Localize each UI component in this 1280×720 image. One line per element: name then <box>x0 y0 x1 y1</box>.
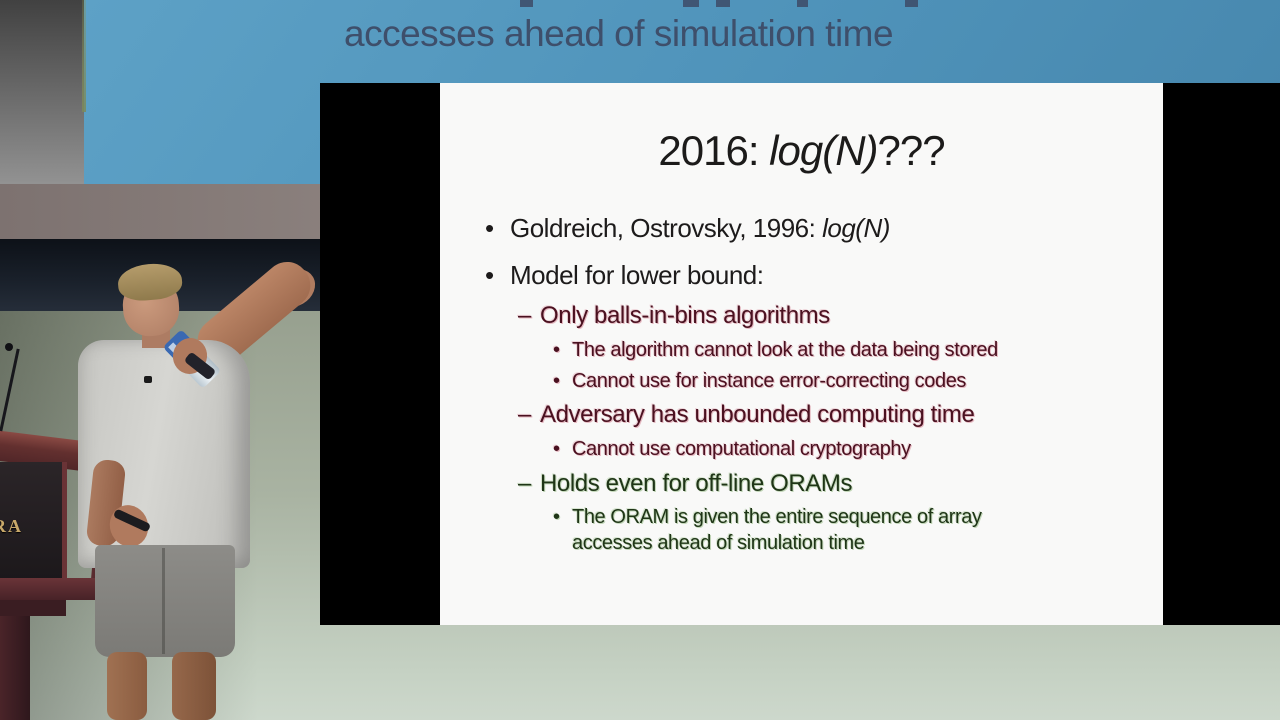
lavalier-mic-clip <box>144 376 152 383</box>
bullet-marker: • <box>553 339 560 361</box>
speaker-leg <box>172 652 216 720</box>
lectern-molding <box>0 578 100 600</box>
bullet-text: The algorithm cannot look at the data be… <box>572 339 998 361</box>
bullet-line: • Cannot use for instance error-correcti… <box>440 368 1163 394</box>
bullet-marker: • <box>553 370 560 392</box>
projected-slide-text: accesses ahead of simulation time <box>344 13 894 54</box>
shorts-crease <box>162 548 165 654</box>
microphone-head <box>5 343 13 351</box>
bullet-line: – Holds even for off-line ORAMs <box>440 468 1163 499</box>
slide: 2016: log(N)??? • Goldreich, Ostrovsky, … <box>440 83 1163 625</box>
slide-title-pre: 2016: <box>658 127 770 174</box>
speaker-shorts <box>95 545 235 657</box>
glyph-stub <box>797 0 808 7</box>
bullet-text: Cannot use for instance error-correcting… <box>572 370 967 392</box>
bullet-text: Goldreich, Ostrovsky, 1996: log(N) <box>510 211 890 245</box>
lectern: RA <box>0 428 190 720</box>
bullet-text: Adversary has unbounded computing time <box>540 401 975 428</box>
bullet-line: – Only balls-in-bins algorithms <box>440 300 1163 331</box>
glyph-stub <box>520 0 533 7</box>
bullet-line: • Cannot use computational cryptography <box>440 436 1163 462</box>
lectern-logo-text: RA <box>0 516 23 536</box>
lectern-front-panel: RA <box>0 462 67 580</box>
bullet-text: Holds even for off-line ORAMs <box>540 470 853 497</box>
bullet-line: – Adversary has unbounded computing time <box>440 399 1163 430</box>
slide-body: • Goldreich, Ostrovsky, 1996: log(N) • M… <box>440 211 1163 556</box>
glyph-stub <box>683 0 699 7</box>
bullet-text: Only balls-in-bins algorithms <box>540 302 830 329</box>
lectern-column <box>0 616 30 720</box>
bullet-line: • The algorithm cannot look at the data … <box>440 337 1163 363</box>
bullet-text-pre: Goldreich, Ostrovsky, 1996: <box>510 213 823 243</box>
bullet-marker: – <box>518 401 531 428</box>
bullet-text: Cannot use computational cryptography <box>572 438 911 460</box>
bullet-marker: – <box>518 470 531 497</box>
slide-title-post: ??? <box>877 127 946 174</box>
bullet-marker: • <box>553 438 560 460</box>
slide-title-italic: log(N) <box>769 127 878 174</box>
slide-overlay: 2016: log(N)??? • Goldreich, Ostrovsky, … <box>320 83 1280 625</box>
glyph-stub <box>905 0 918 7</box>
bullet-marker: – <box>518 302 531 329</box>
bullet-line: • The ORAM is given the entire sequence … <box>440 504 1163 556</box>
speaker <box>60 248 323 720</box>
glyph-stub <box>716 0 730 7</box>
bullet-line: • Model for lower bound: <box>440 258 1163 292</box>
bullet-marker: • <box>553 506 560 528</box>
bullet-text: Model for lower bound: <box>510 260 764 290</box>
bullet-text-italic: log(N) <box>822 213 890 243</box>
lectern-molding <box>0 600 66 616</box>
bullet-marker: • <box>485 213 494 243</box>
projection-screen-left-margin <box>0 0 84 184</box>
projection-screen-edge <box>82 0 86 112</box>
speaker-leg <box>107 652 147 720</box>
bullet-marker: • <box>485 260 494 290</box>
bullet-line: • Goldreich, Ostrovsky, 1996: log(N) <box>440 211 1163 245</box>
slide-title: 2016: log(N)??? <box>440 127 1163 175</box>
bullet-text: The ORAM is given the entire sequence of… <box>572 506 982 554</box>
